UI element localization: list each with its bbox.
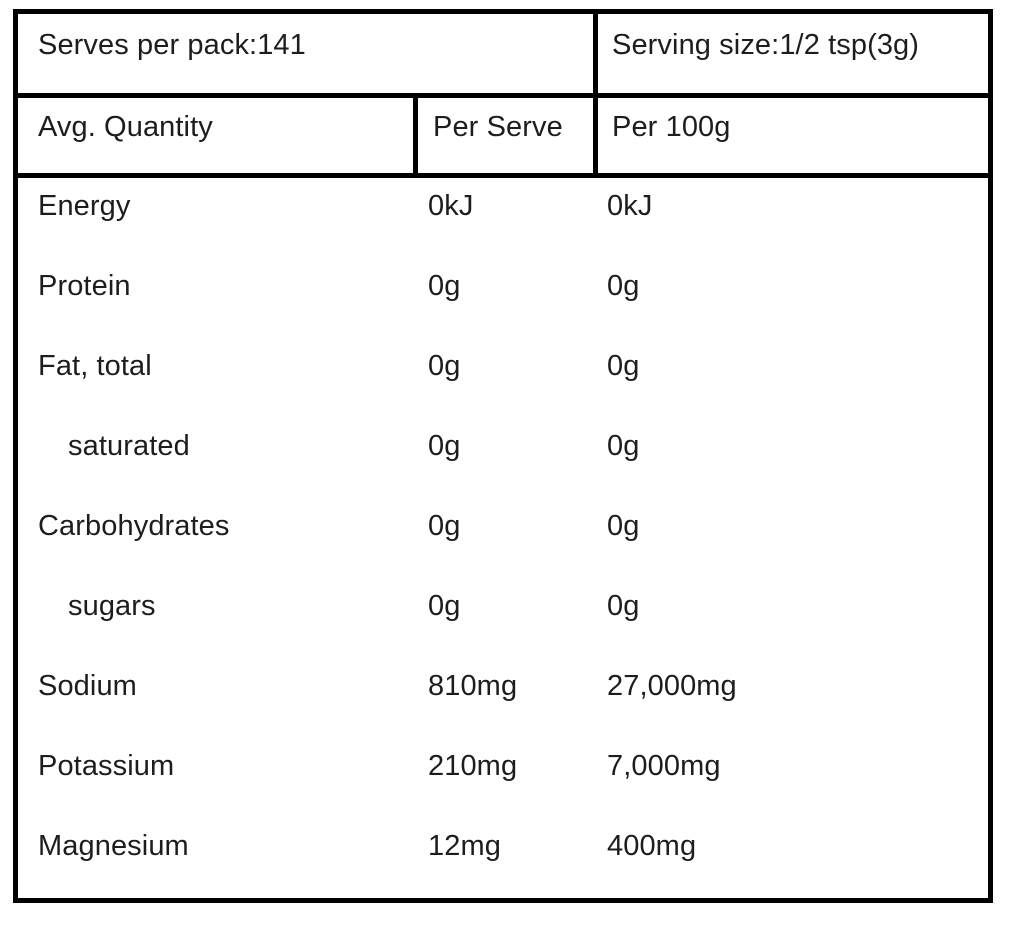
per-serve-value: 12mg bbox=[428, 830, 501, 862]
nutrition-information-panel: Serves per pack:141 Serving size:1/2 tsp… bbox=[13, 9, 993, 903]
column-header-avg-quantity: Avg. Quantity bbox=[38, 111, 213, 143]
per-serve-value: 0g bbox=[428, 350, 461, 382]
per-100g-value: 0g bbox=[607, 270, 640, 302]
serving-info-row: Serves per pack:141 Serving size:1/2 tsp… bbox=[18, 14, 988, 98]
nutrient-name: Fat, total bbox=[38, 350, 152, 382]
per-100g-value: 0kJ bbox=[607, 190, 653, 222]
nutrient-name: Energy bbox=[38, 190, 131, 222]
per-100g-value: 7,000mg bbox=[607, 750, 721, 782]
per-100g-value: 0g bbox=[607, 590, 640, 622]
per-serve-value: 0g bbox=[428, 270, 461, 302]
serving-size: Serving size:1/2 tsp(3g) bbox=[593, 14, 988, 93]
nutrient-row-protein: Protein 0g 0g bbox=[18, 258, 988, 338]
nutrient-name: Protein bbox=[38, 270, 131, 302]
nutrient-row-magnesium: Magnesium 12mg 400mg bbox=[18, 818, 988, 898]
per-serve-value: 0kJ bbox=[428, 190, 474, 222]
per-serve-value: 210mg bbox=[428, 750, 518, 782]
per-100g-value: 400mg bbox=[607, 830, 697, 862]
nutrient-name: Carbohydrates bbox=[38, 510, 230, 542]
per-100g-value: 0g bbox=[607, 510, 640, 542]
nutrient-name: saturated bbox=[68, 430, 190, 462]
nutrient-row-potassium: Potassium 210mg 7,000mg bbox=[18, 738, 988, 818]
per-100g-value: 0g bbox=[607, 350, 640, 382]
per-serve-value: 0g bbox=[428, 510, 461, 542]
nutrient-table-body: Energy 0kJ 0kJ Protein 0g 0g Fat, total … bbox=[18, 178, 988, 898]
nutrient-row-energy: Energy 0kJ 0kJ bbox=[18, 178, 988, 258]
nutrient-name: sugars bbox=[68, 590, 156, 622]
nutrient-row-saturated: saturated 0g 0g bbox=[18, 418, 988, 498]
per-100g-value: 27,000mg bbox=[607, 670, 737, 702]
serves-per-pack: Serves per pack:141 bbox=[38, 29, 306, 61]
nutrient-row-fat-total: Fat, total 0g 0g bbox=[18, 338, 988, 418]
per-serve-value: 0g bbox=[428, 430, 461, 462]
per-100g-value: 0g bbox=[607, 430, 640, 462]
nutrient-name: Potassium bbox=[38, 750, 175, 782]
per-serve-value: 0g bbox=[428, 590, 461, 622]
column-header-per-100g: Per 100g bbox=[593, 98, 988, 173]
nutrient-row-carbohydrates: Carbohydrates 0g 0g bbox=[18, 498, 988, 578]
nutrient-name: Sodium bbox=[38, 670, 137, 702]
nutrient-row-sugars: sugars 0g 0g bbox=[18, 578, 988, 658]
per-serve-value: 810mg bbox=[428, 670, 518, 702]
column-header-row: Avg. Quantity Per Serve Per 100g bbox=[18, 98, 988, 178]
nutrient-name: Magnesium bbox=[38, 830, 189, 862]
column-header-per-serve: Per Serve bbox=[413, 98, 593, 173]
nutrient-row-sodium: Sodium 810mg 27,000mg bbox=[18, 658, 988, 738]
